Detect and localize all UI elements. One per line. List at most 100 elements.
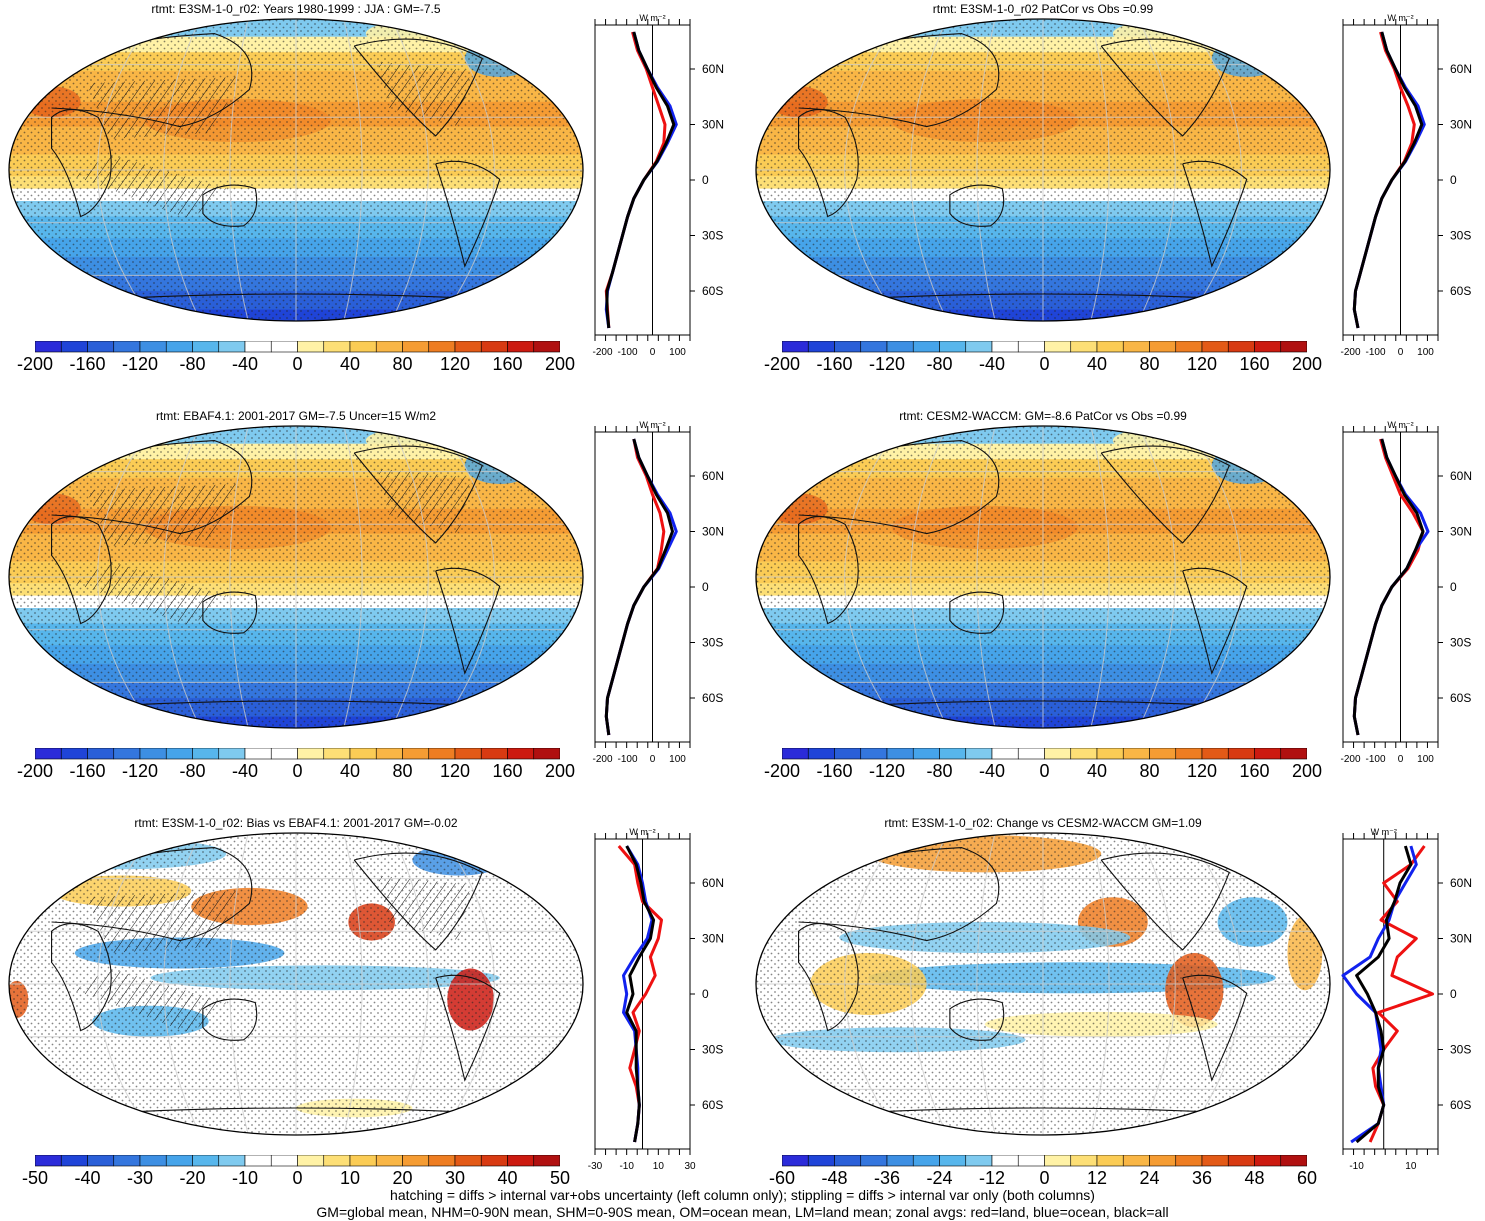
lat-label: 60N — [1450, 876, 1472, 890]
zonal-mean-plot: 60N 30N 0 30S 60S -200 -100 0 100 W m⁻² — [1340, 13, 1472, 358]
colorbar-label: 10 — [339, 1168, 361, 1188]
lat-label: 0 — [1450, 173, 1457, 187]
zonal-tick-label: -30 — [588, 1161, 603, 1172]
colorbar-label: -24 — [926, 1168, 953, 1188]
colorbar-label: 30 — [444, 1168, 466, 1188]
colorbar-swatch — [87, 340, 115, 353]
lat-label: 60S — [702, 284, 723, 298]
panel-title: rtmt: E3SM-1-0_r02: Change vs CESM2-WACC… — [884, 816, 1202, 830]
zonal-mean-plot: 60N 30N 0 30S 60S -30 -10 10 30 W m⁻² — [588, 827, 724, 1172]
colorbar-swatch — [34, 747, 62, 760]
colorbar-swatch — [402, 1154, 430, 1167]
colorbar-swatch — [323, 340, 351, 353]
colorbar-swatch — [349, 1154, 377, 1167]
colorbar-swatch — [244, 340, 272, 353]
colorbar-swatch — [480, 340, 508, 353]
colorbar-swatch — [428, 1154, 456, 1167]
colorbar-label: -10 — [231, 1168, 259, 1188]
colorbar-swatch — [991, 1154, 1019, 1167]
colorbar-swatch — [454, 1154, 482, 1167]
panel-title: rtmt: E3SM-1-0_r02 PatCor vs Obs =0.99 — [932, 2, 1154, 16]
colorbar-label: -200 — [763, 761, 801, 781]
colorbar-swatch — [270, 1154, 298, 1167]
map-plot — [755, 425, 1331, 729]
colorbar: -200 -160 -120 -80 -40 0 40 80 120 160 200 — [764, 340, 1322, 380]
colorbar-swatch — [886, 1154, 914, 1167]
colorbar-swatch — [323, 747, 351, 760]
colorbar-swatch — [1175, 340, 1203, 353]
panel-title: rtmt: E3SM-1-0_r02: Bias vs EBAF4.1: 200… — [134, 816, 458, 830]
colorbar-swatch — [218, 1154, 246, 1167]
colorbar-swatch — [507, 1154, 535, 1167]
zonal-tick-label: 100 — [669, 347, 686, 358]
colorbar: -60 -48 -36 -24 -12 0 12 24 36 48 60 — [769, 1154, 1317, 1194]
colorbar-swatch — [454, 340, 482, 353]
zonal-tick-label: 0 — [1398, 347, 1404, 358]
map-plot — [8, 18, 584, 322]
colorbar-label: -80 — [179, 761, 206, 781]
map-plot — [755, 18, 1331, 322]
colorbar-swatch — [807, 340, 835, 353]
zonal-series-all — [1355, 845, 1413, 1144]
colorbar-label: -80 — [179, 354, 206, 374]
colorbar-label: 36 — [1191, 1168, 1213, 1188]
colorbar-swatch — [886, 747, 914, 760]
colorbar-swatch — [244, 1154, 272, 1167]
colorbar-label: -36 — [873, 1168, 901, 1188]
colorbar-label: 50 — [549, 1168, 571, 1188]
colorbar-swatch — [270, 747, 298, 760]
lat-label: 0 — [1450, 580, 1457, 594]
colorbar-swatch — [113, 340, 141, 353]
colorbar-swatch — [1227, 1154, 1255, 1167]
colorbar-label: -200 — [16, 761, 54, 781]
colorbar-swatch — [165, 340, 193, 353]
footer-line-1: hatching = diffs > internal var+obs unce… — [390, 1187, 1095, 1203]
colorbar-label: -50 — [21, 1168, 49, 1188]
colorbar-swatch — [87, 747, 115, 760]
zonal-tick-label: -200 — [1340, 347, 1360, 358]
colorbar-swatch — [807, 747, 835, 760]
colorbar-swatch — [60, 340, 88, 353]
lat-label: 30S — [702, 1043, 723, 1057]
colorbar-label: 80 — [392, 761, 413, 781]
colorbar-swatch — [218, 340, 246, 353]
colorbar-swatch — [428, 747, 456, 760]
colorbar-swatch — [965, 747, 993, 760]
lat-label: 60N — [702, 62, 724, 76]
colorbar-swatch — [860, 1154, 888, 1167]
panel-title: rtmt: CESM2-WACCM: GM=-8.6 PatCor vs Obs… — [899, 409, 1187, 423]
lat-label: 60S — [702, 1098, 723, 1112]
colorbar-label: 12 — [1086, 1168, 1108, 1188]
zonal-tick-label: 0 — [1398, 754, 1404, 765]
colorbar-label: 80 — [1139, 761, 1160, 781]
colorbar-label: 0 — [1039, 761, 1050, 781]
lat-label: 30S — [1450, 636, 1471, 650]
colorbar: -200 -160 -120 -80 -40 0 40 80 120 160 200 — [764, 747, 1322, 787]
lat-label: 30N — [702, 932, 724, 946]
colorbar-swatch — [375, 340, 403, 353]
colorbar-swatch — [297, 747, 325, 760]
zonal-series-all — [605, 31, 676, 329]
colorbar-swatch — [1017, 747, 1045, 760]
colorbar-swatch — [834, 340, 862, 353]
zonal-series-all — [1352, 438, 1425, 736]
lat-label: 60N — [702, 469, 724, 483]
colorbar-label: 120 — [439, 761, 471, 781]
zonal-tick-label: -100 — [1365, 347, 1385, 358]
zonal-unit-label: W m⁻² — [1371, 827, 1397, 837]
colorbar-label: 200 — [1291, 354, 1323, 374]
colorbar-swatch — [834, 1154, 862, 1167]
colorbar-label: 200 — [544, 354, 576, 374]
colorbar-swatch — [860, 340, 888, 353]
colorbar-swatch — [533, 747, 561, 760]
map-plot — [8, 832, 584, 1136]
colorbar-swatch — [218, 747, 246, 760]
colorbar-swatch — [1254, 1154, 1282, 1167]
colorbar-swatch — [912, 340, 940, 353]
colorbar: -200 -160 -120 -80 -40 0 40 80 120 160 200 — [17, 747, 575, 787]
colorbar-swatch — [139, 747, 167, 760]
colorbar-label: 200 — [1291, 761, 1323, 781]
colorbar-label: -12 — [978, 1168, 1006, 1188]
zonal-unit-label: W m⁻² — [639, 13, 665, 23]
zonal-series-all — [625, 845, 656, 1143]
